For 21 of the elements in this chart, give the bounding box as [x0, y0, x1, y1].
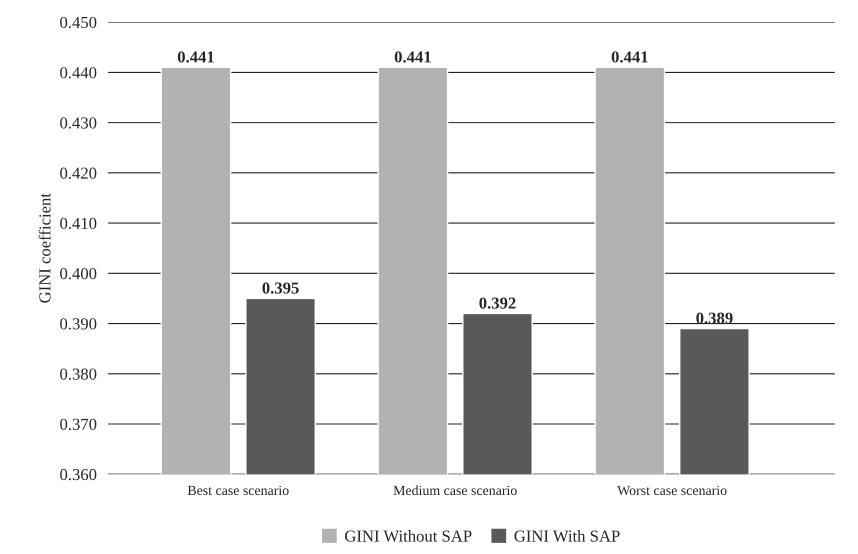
y-tick-label: 0.380: [60, 368, 96, 380]
data-label: 0.441: [178, 51, 214, 63]
x-tick-label: Medium case scenario: [394, 485, 517, 496]
legend-label: GINI Without SAP: [345, 530, 472, 542]
y-tick-label: 0.420: [60, 168, 96, 179]
y-axis-title: GINI coefficient: [38, 193, 51, 303]
data-label: 0.392: [479, 297, 516, 309]
y-tick-label: 0.390: [60, 318, 96, 330]
data-label: 0.395: [262, 282, 299, 294]
y-tick-label: 0.430: [60, 117, 96, 129]
y-tick-label: 0.360: [60, 468, 96, 480]
y-tick-label: 0.410: [60, 218, 96, 230]
y-tick-label: 0.400: [60, 268, 96, 280]
x-tick-label: Best case scenario: [188, 486, 289, 496]
x-tick-label: Worst case scenario: [617, 486, 727, 496]
data-label: 0.441: [394, 51, 431, 63]
data-label: 0.441: [612, 51, 648, 63]
y-tick-label: 0.440: [60, 67, 96, 78]
y-tick-label: 0.370: [60, 418, 96, 430]
legend-label: GINI With SAP: [514, 530, 620, 542]
y-tick-label: 0.450: [60, 16, 96, 28]
